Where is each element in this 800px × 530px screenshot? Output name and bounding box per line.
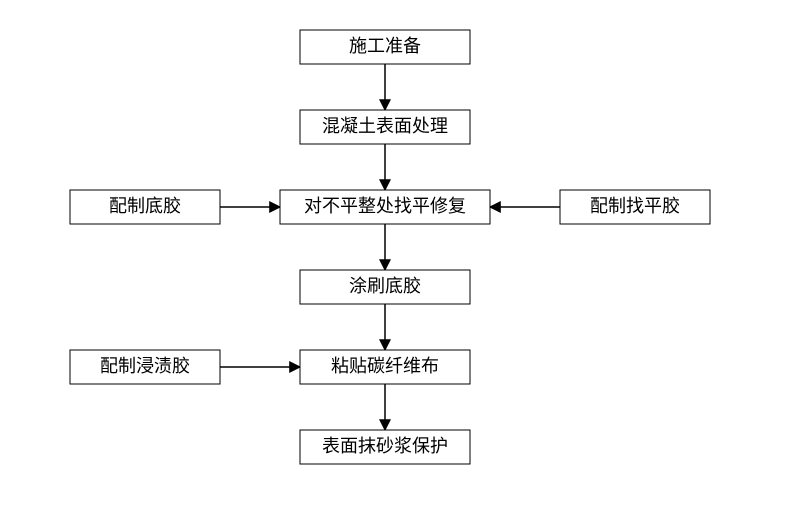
flow-node-n3: 对不平整处找平修复 — [280, 190, 490, 224]
node-label: 配制找平胶 — [590, 196, 680, 216]
node-label: 对不平整处找平修复 — [304, 196, 466, 216]
node-label: 施工准备 — [349, 36, 421, 56]
node-label: 涂刷底胶 — [349, 276, 421, 296]
flow-node-n6: 表面抹砂浆保护 — [300, 430, 470, 464]
nodes-layer: 施工准备混凝土表面处理对不平整处找平修复涂刷底胶粘贴碳纤维布表面抹砂浆保护 配制底… — [70, 30, 710, 464]
node-label: 配制底胶 — [109, 196, 181, 216]
flow-node-n4: 涂刷底胶 — [300, 270, 470, 304]
flow-node-s3: 配制浸渍胶 — [70, 350, 220, 384]
flow-node-n5: 粘贴碳纤维布 — [300, 350, 470, 384]
flow-node-n2: 混凝土表面处理 — [300, 110, 470, 144]
node-label: 混凝土表面处理 — [322, 116, 448, 136]
node-label: 表面抹砂浆保护 — [322, 436, 448, 456]
node-label: 粘贴碳纤维布 — [331, 356, 439, 376]
flowchart-canvas: 施工准备混凝土表面处理对不平整处找平修复涂刷底胶粘贴碳纤维布表面抹砂浆保护 配制底… — [0, 0, 800, 530]
flow-node-n1: 施工准备 — [300, 30, 470, 64]
flow-node-s2: 配制找平胶 — [560, 190, 710, 224]
flow-node-s1: 配制底胶 — [70, 190, 220, 224]
node-label: 配制浸渍胶 — [100, 356, 190, 376]
